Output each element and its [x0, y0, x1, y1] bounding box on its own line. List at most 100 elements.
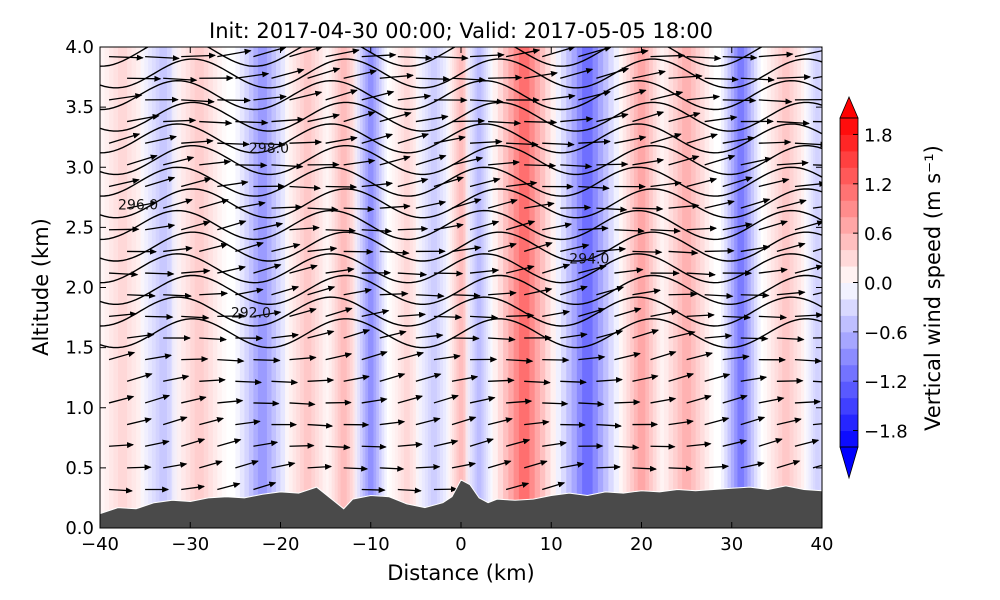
wind-vector	[415, 372, 442, 382]
colorbar-segment	[840, 200, 858, 218]
wind-vector	[145, 313, 174, 320]
wind-vector	[397, 271, 428, 278]
wind-vector	[578, 307, 606, 317]
wind-vector	[686, 55, 722, 62]
wind-vector	[542, 47, 576, 58]
wind-vectors	[108, 47, 822, 494]
y-tick-label: 3.5	[65, 97, 94, 118]
wind-vector	[199, 198, 230, 209]
wind-vector	[542, 222, 573, 231]
wind-vector	[451, 198, 482, 209]
wind-vector	[704, 463, 730, 470]
wind-vector	[253, 221, 284, 231]
wind-vector	[686, 94, 721, 101]
wind-vector	[668, 330, 696, 339]
wind-vector	[776, 242, 806, 253]
wind-vector	[108, 132, 141, 144]
wind-vector	[523, 241, 553, 253]
wind-vector	[271, 332, 300, 339]
wind-vector	[776, 459, 801, 469]
chart-title: Init: 2017-04-30 00:00; Valid: 2017-05-0…	[209, 19, 713, 43]
wind-vector	[505, 220, 536, 231]
y-axis: 0.0 0.5 1.0 1.5 2.0 2.5 3.0 3.5 4.0	[65, 37, 822, 539]
wind-vector	[163, 117, 197, 124]
wind-vector	[415, 292, 445, 299]
wind-vector	[271, 163, 304, 170]
wind-vector	[109, 226, 140, 233]
y-tick-label: 4.0	[65, 37, 94, 58]
wind-vector	[542, 309, 571, 317]
wind-vector	[181, 177, 212, 188]
wind-vector	[433, 54, 469, 61]
isentrope-line	[100, 253, 822, 284]
wind-vector	[668, 73, 703, 80]
y-tick-label: 2.5	[65, 217, 94, 238]
colorbar-segment	[840, 118, 858, 135]
wind-vector	[451, 156, 484, 166]
wind-vector	[199, 242, 229, 253]
w-band	[257, 47, 267, 528]
wind-vector	[740, 244, 771, 253]
wind-vector	[325, 135, 358, 144]
wind-vector	[199, 290, 229, 297]
wind-vector	[343, 111, 376, 123]
wind-vector	[361, 90, 395, 101]
wind-vector	[145, 270, 175, 277]
wind-vector	[506, 141, 539, 148]
wind-vector	[560, 285, 588, 296]
wind-vector	[578, 47, 612, 58]
wind-vector	[343, 374, 370, 382]
wind-vector	[758, 267, 788, 274]
wind-vector	[181, 314, 210, 321]
wind-vector	[596, 329, 624, 339]
wind-vector	[704, 333, 733, 340]
wind-vector	[415, 114, 449, 123]
w-band	[476, 47, 482, 528]
wind-vector	[758, 177, 790, 188]
isentrope-line	[100, 209, 822, 241]
wind-vector	[433, 270, 464, 277]
wind-vector	[415, 417, 441, 426]
wind-vector	[560, 461, 585, 469]
wind-vector	[596, 161, 629, 168]
w-band	[737, 47, 745, 528]
wind-vector	[163, 374, 190, 382]
wind-vector	[596, 206, 628, 213]
wind-vector	[542, 440, 568, 447]
wind-vector	[776, 336, 805, 343]
wind-vector	[361, 180, 394, 188]
wind-vector	[181, 220, 211, 231]
wind-vector	[253, 263, 282, 274]
wind-vector	[614, 227, 645, 234]
wind-vector	[451, 292, 481, 299]
contour-labels: 292.0 294.0 296.0 298.0	[118, 141, 609, 322]
wind-vector	[650, 90, 684, 101]
wind-vector	[506, 398, 533, 405]
wind-vector	[433, 135, 466, 144]
wind-vector	[542, 93, 576, 101]
wind-vector	[217, 357, 245, 364]
wind-vector	[686, 351, 713, 361]
wind-vector	[109, 54, 144, 61]
wind-vector	[379, 372, 406, 382]
wind-vector	[812, 291, 822, 296]
wind-vector	[217, 398, 244, 405]
colorbar-segment	[840, 150, 858, 168]
wind-vector	[289, 225, 320, 232]
wind-vector	[686, 133, 718, 144]
wind-vector	[524, 379, 551, 386]
wind-vector	[325, 89, 358, 101]
wind-vector	[650, 52, 686, 59]
wind-vector	[722, 54, 758, 61]
wind-vector	[253, 481, 277, 491]
colorbar-tick-label: 1.2	[864, 175, 893, 196]
x-tick-label: 0	[455, 534, 466, 555]
wind-vector	[127, 292, 156, 299]
x-tick-label: 10	[540, 534, 563, 555]
w-band	[340, 47, 347, 528]
wind-vector	[325, 183, 358, 190]
wind-vector	[325, 48, 360, 58]
wind-vector	[271, 379, 299, 386]
wind-vector	[108, 93, 143, 101]
wind-vector	[614, 48, 649, 58]
